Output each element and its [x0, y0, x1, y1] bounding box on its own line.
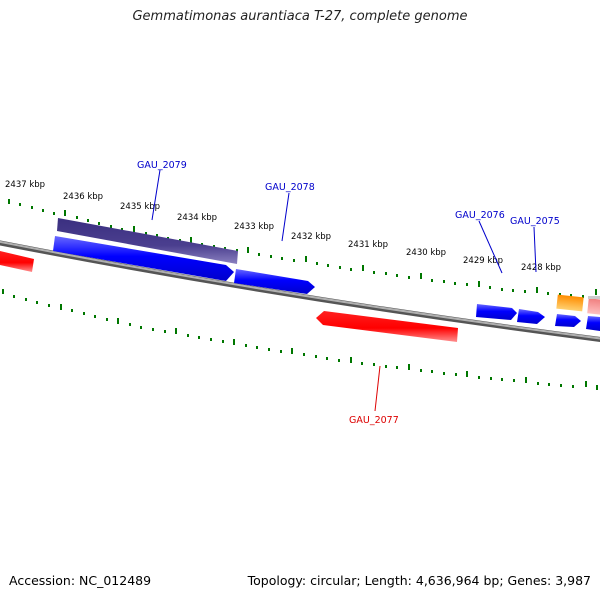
gene-feature-blue-small[interactable] — [555, 314, 581, 327]
scale-label: 2433 kbp — [234, 222, 274, 232]
scale-label: 2430 kbp — [406, 248, 446, 258]
gene-gau-2075-arrow[interactable] — [517, 309, 545, 324]
label-leader-line — [151, 169, 161, 221]
accession-label: Accession: NC_012489 — [9, 573, 152, 588]
gene-feature-grey — [588, 296, 600, 299]
gene-gau-2076-arrow[interactable] — [476, 304, 517, 320]
label-leader-line — [533, 226, 537, 273]
gene-feature-red-left[interactable] — [0, 251, 34, 272]
label-leader-line — [374, 365, 381, 412]
gene-feature-orange[interactable] — [556, 294, 584, 312]
gene-gau-2078-arrow[interactable] — [234, 269, 315, 294]
gene-label-gau-2075[interactable]: GAU_2075 — [510, 216, 560, 227]
outer-tick-ring — [8, 199, 597, 298]
scale-label: 2436 kbp — [63, 192, 103, 202]
gene-label-gau-2077[interactable]: GAU_2077 — [349, 415, 399, 426]
scale-label: 2437 kbp — [5, 180, 45, 190]
gene-feature-pink[interactable] — [587, 298, 600, 315]
scale-label: 2434 kbp — [177, 213, 217, 223]
scale-label: 2431 kbp — [348, 240, 388, 250]
gene-feature-blue-edge[interactable] — [586, 316, 600, 331]
gene-label-gau-2078[interactable]: GAU_2078 — [265, 182, 315, 193]
inner-tick-ring — [2, 289, 598, 390]
gene-gau-2079-arrow[interactable] — [53, 236, 234, 281]
gene-gau-2077-arrow[interactable] — [316, 311, 458, 342]
label-leader-line — [281, 192, 290, 242]
scale-label: 2435 kbp — [120, 202, 160, 212]
scale-label: 2428 kbp — [521, 263, 561, 273]
gene-label-gau-2076[interactable]: GAU_2076 — [455, 210, 505, 221]
scale-label: 2429 kbp — [463, 256, 503, 266]
genome-summary-label: Topology: circular; Length: 4,636,964 bp… — [247, 573, 591, 588]
scale-label: 2432 kbp — [291, 232, 331, 242]
page-title: Gemmatimonas aurantiaca T-27, complete g… — [132, 9, 468, 24]
gene-feature-dark[interactable] — [57, 218, 238, 264]
gene-label-gau-2079[interactable]: GAU_2079 — [137, 160, 187, 171]
label-leader-line — [478, 220, 503, 274]
